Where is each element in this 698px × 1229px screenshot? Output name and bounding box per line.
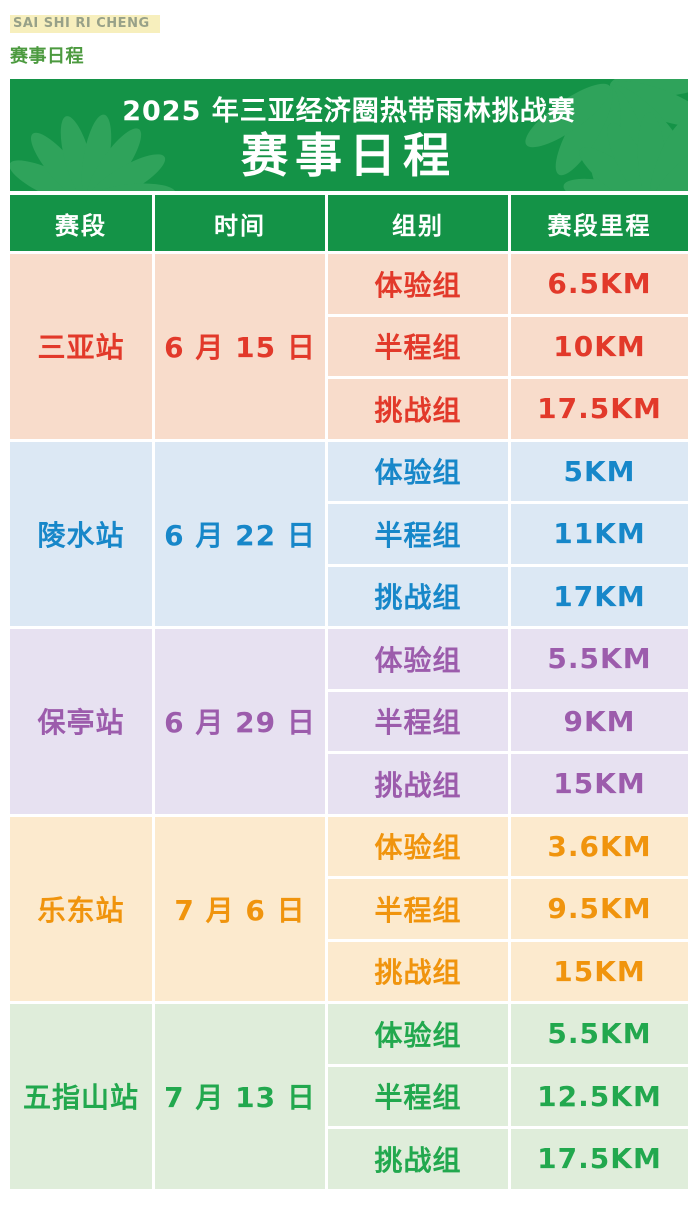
group-cell: 体验组: [328, 1004, 508, 1064]
distance-cell: 17KM: [511, 566, 688, 626]
banner-title: 赛事日程: [241, 128, 457, 184]
group-cell: 挑战组: [328, 754, 508, 814]
group-cell: 半程组: [328, 316, 508, 376]
column-header-group: 组别: [328, 195, 508, 251]
date-cell: 7 月 6 日: [155, 816, 325, 1001]
group-cell: 挑战组: [328, 379, 508, 439]
group-cell: 挑战组: [328, 1129, 508, 1189]
distance-cell: 5.5KM: [511, 629, 688, 689]
distance-cell: 3.6KM: [511, 816, 688, 876]
banner: 2025 年三亚经济圈热带雨林挑战赛 赛事日程: [10, 79, 688, 191]
page-title: 赛事日程: [10, 46, 84, 67]
distance-cell: 15KM: [511, 754, 688, 814]
distance-cell: 9.5KM: [511, 879, 688, 939]
distance-cell: 6.5KM: [511, 254, 688, 314]
banner-subtitle: 2025 年三亚经济圈热带雨林挑战赛: [122, 95, 576, 127]
column-header-time: 时间: [155, 195, 325, 251]
group-cell: 挑战组: [328, 566, 508, 626]
station-cell: 三亚站: [10, 254, 152, 439]
station-cell: 保亭站: [10, 629, 152, 814]
distance-cell: 17.5KM: [511, 1129, 688, 1189]
group-cell: 体验组: [328, 816, 508, 876]
schedule-table: 赛段 时间 组别 赛段里程 三亚站 6 月 15 日 体验组 6.5KM 半程组…: [10, 195, 688, 1189]
distance-cell: 5KM: [511, 441, 688, 501]
date-cell: 6 月 22 日: [155, 441, 325, 626]
group-cell: 半程组: [328, 691, 508, 751]
group-cell: 体验组: [328, 629, 508, 689]
column-header-segment: 赛段: [10, 195, 152, 251]
group-cell: 半程组: [328, 504, 508, 564]
column-header-distance: 赛段里程: [511, 195, 688, 251]
distance-cell: 11KM: [511, 504, 688, 564]
distance-cell: 10KM: [511, 316, 688, 376]
station-cell: 五指山站: [10, 1004, 152, 1189]
date-cell: 6 月 15 日: [155, 254, 325, 439]
distance-cell: 9KM: [511, 691, 688, 751]
group-cell: 半程组: [328, 1066, 508, 1126]
group-cell: 挑战组: [328, 941, 508, 1001]
distance-cell: 15KM: [511, 941, 688, 1001]
group-cell: 半程组: [328, 879, 508, 939]
distance-cell: 17.5KM: [511, 379, 688, 439]
station-cell: 陵水站: [10, 441, 152, 626]
distance-cell: 5.5KM: [511, 1004, 688, 1064]
page-eyebrow: SAI SHI RI CHENG: [10, 15, 160, 33]
date-cell: 7 月 13 日: [155, 1004, 325, 1189]
distance-cell: 12.5KM: [511, 1066, 688, 1126]
group-cell: 体验组: [328, 441, 508, 501]
group-cell: 体验组: [328, 254, 508, 314]
date-cell: 6 月 29 日: [155, 629, 325, 814]
station-cell: 乐东站: [10, 816, 152, 1001]
